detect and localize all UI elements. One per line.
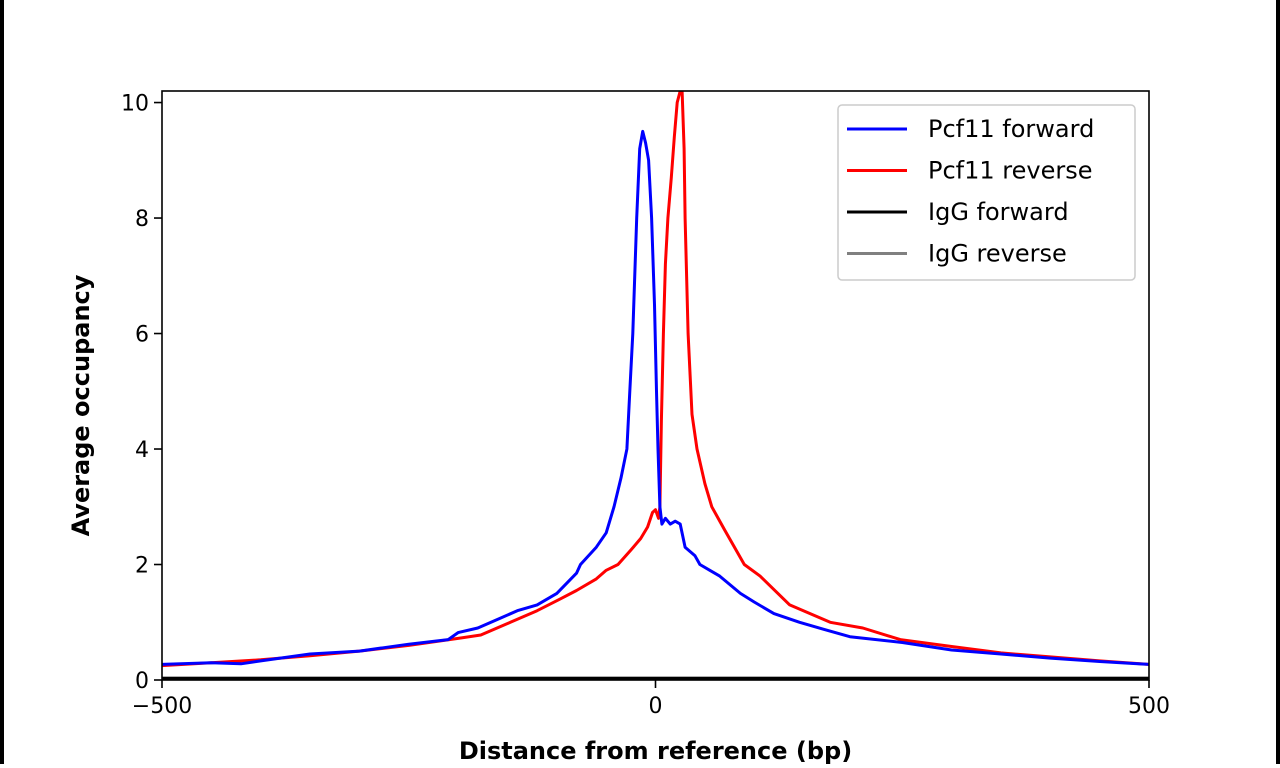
y-tick-label: 6 <box>135 323 149 348</box>
y-tick-label: 10 <box>121 92 149 117</box>
y-axis-label: Average occupancy <box>67 274 95 536</box>
right-border <box>1276 0 1280 764</box>
legend-label: IgG forward <box>928 198 1069 226</box>
y-tick-label: 0 <box>135 669 149 694</box>
y-tick-label: 4 <box>135 438 149 463</box>
left-border <box>0 0 4 764</box>
series-layer <box>162 91 1149 680</box>
y-tick-label: 2 <box>135 554 149 579</box>
legend-label: Pcf11 reverse <box>928 157 1093 185</box>
x-axis-label: Distance from reference (bp) <box>459 737 852 764</box>
legend-label: IgG reverse <box>928 240 1067 268</box>
legend-box <box>837 104 1136 281</box>
series-line-0 <box>162 129 1149 666</box>
series-line-1 <box>162 91 1149 668</box>
x-tick-label: 500 <box>1128 694 1170 719</box>
y-tick-label: 8 <box>135 207 149 232</box>
x-tick-label: −500 <box>132 694 192 719</box>
x-tick-label: 0 <box>649 694 663 719</box>
legend-label: Pcf11 forward <box>928 115 1094 143</box>
legend: Pcf11 forward Pcf11 reverse IgG forward IgG… <box>837 104 1136 281</box>
